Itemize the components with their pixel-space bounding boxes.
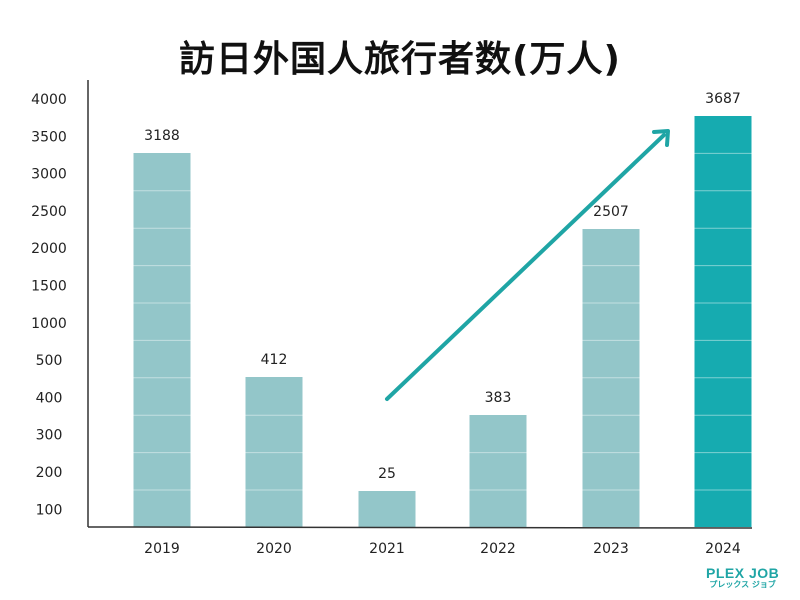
y-tick-label: 2000 bbox=[31, 241, 67, 257]
logo-subtext: プレックス ジョブ bbox=[709, 580, 776, 589]
y-tick-label: 3500 bbox=[31, 129, 67, 145]
x-tick-label-2023: 2023 bbox=[593, 541, 629, 557]
bar-2022 bbox=[469, 415, 527, 527]
bar-2023 bbox=[582, 229, 640, 527]
data-label-2022: 383 bbox=[485, 390, 512, 406]
x-tick-label-2020: 2020 bbox=[256, 541, 292, 557]
trend-arrow bbox=[385, 133, 666, 401]
x-tick-label-2019: 2019 bbox=[144, 541, 180, 557]
data-label-2023: 2507 bbox=[593, 204, 629, 220]
y-tick-label: 400 bbox=[36, 390, 63, 406]
x-tick-label-2022: 2022 bbox=[480, 541, 516, 557]
y-tick-label: 1500 bbox=[31, 279, 67, 295]
data-label-2024: 3687 bbox=[705, 91, 741, 107]
y-tick-label: 300 bbox=[36, 428, 63, 444]
y-tick-label: 3000 bbox=[31, 167, 67, 183]
y-tick-label: 4000 bbox=[31, 92, 67, 108]
y-tick-label: 100 bbox=[36, 502, 63, 518]
bar-2020 bbox=[245, 377, 303, 527]
data-label-2021: 25 bbox=[378, 466, 396, 482]
y-tick-label: 1000 bbox=[31, 316, 67, 332]
plex-job-logo: PLEX JOB プレックス ジョブ bbox=[706, 566, 779, 590]
logo-text: PLEX JOB bbox=[706, 565, 780, 581]
y-tick-label: 500 bbox=[36, 353, 63, 369]
chart-title: 訪日外国人旅行者数(万人) bbox=[179, 39, 621, 80]
bar-2024 bbox=[694, 116, 752, 527]
trend-arrow-head-icon bbox=[652, 129, 670, 147]
x-axis-line bbox=[87, 526, 753, 529]
y-tick-label: 200 bbox=[36, 465, 63, 481]
data-label-2020: 412 bbox=[261, 352, 288, 368]
x-tick-label-2024: 2024 bbox=[705, 541, 741, 557]
y-tick-label: 2500 bbox=[31, 204, 67, 220]
data-label-2019: 3188 bbox=[144, 128, 180, 144]
bar-2019 bbox=[133, 153, 191, 527]
x-tick-label-2021: 2021 bbox=[369, 541, 405, 557]
bar-2021 bbox=[358, 491, 416, 527]
